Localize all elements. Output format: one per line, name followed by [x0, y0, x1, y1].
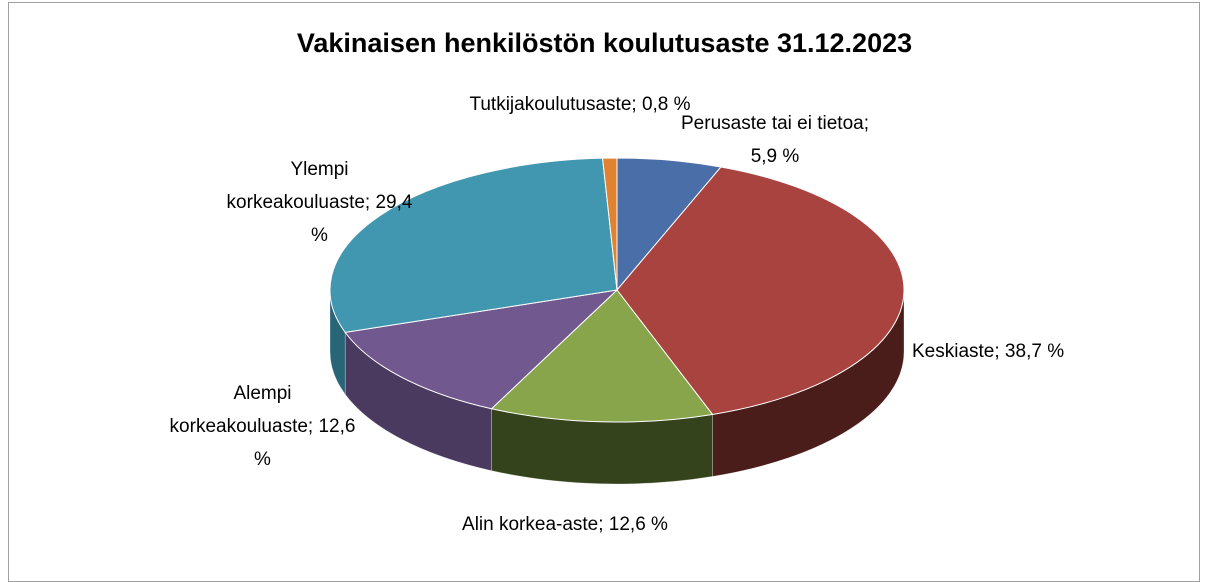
slice [344, 289, 619, 410]
data-label: Alempi korkeakouluaste; 12,6 % [169, 383, 356, 470]
data-label: Tutkijakoulutusaste; 0,8 % [469, 94, 691, 115]
data-label: Keskiaste; 38,7 % [912, 341, 1065, 362]
slice [490, 289, 714, 423]
data-label: Ylempi korkeakouluaste; 29,4 % [226, 159, 413, 246]
slice [616, 166, 905, 416]
chart-title: Vakinaisen henkilöstön koulutusaste 31.1… [296, 28, 913, 58]
slice [602, 157, 618, 291]
data-label: Alin korkea-aste; 12,6 % [462, 514, 668, 535]
slice [329, 157, 618, 333]
data-label: Perusaste tai ei tietoa; 5,9 % [681, 113, 869, 167]
